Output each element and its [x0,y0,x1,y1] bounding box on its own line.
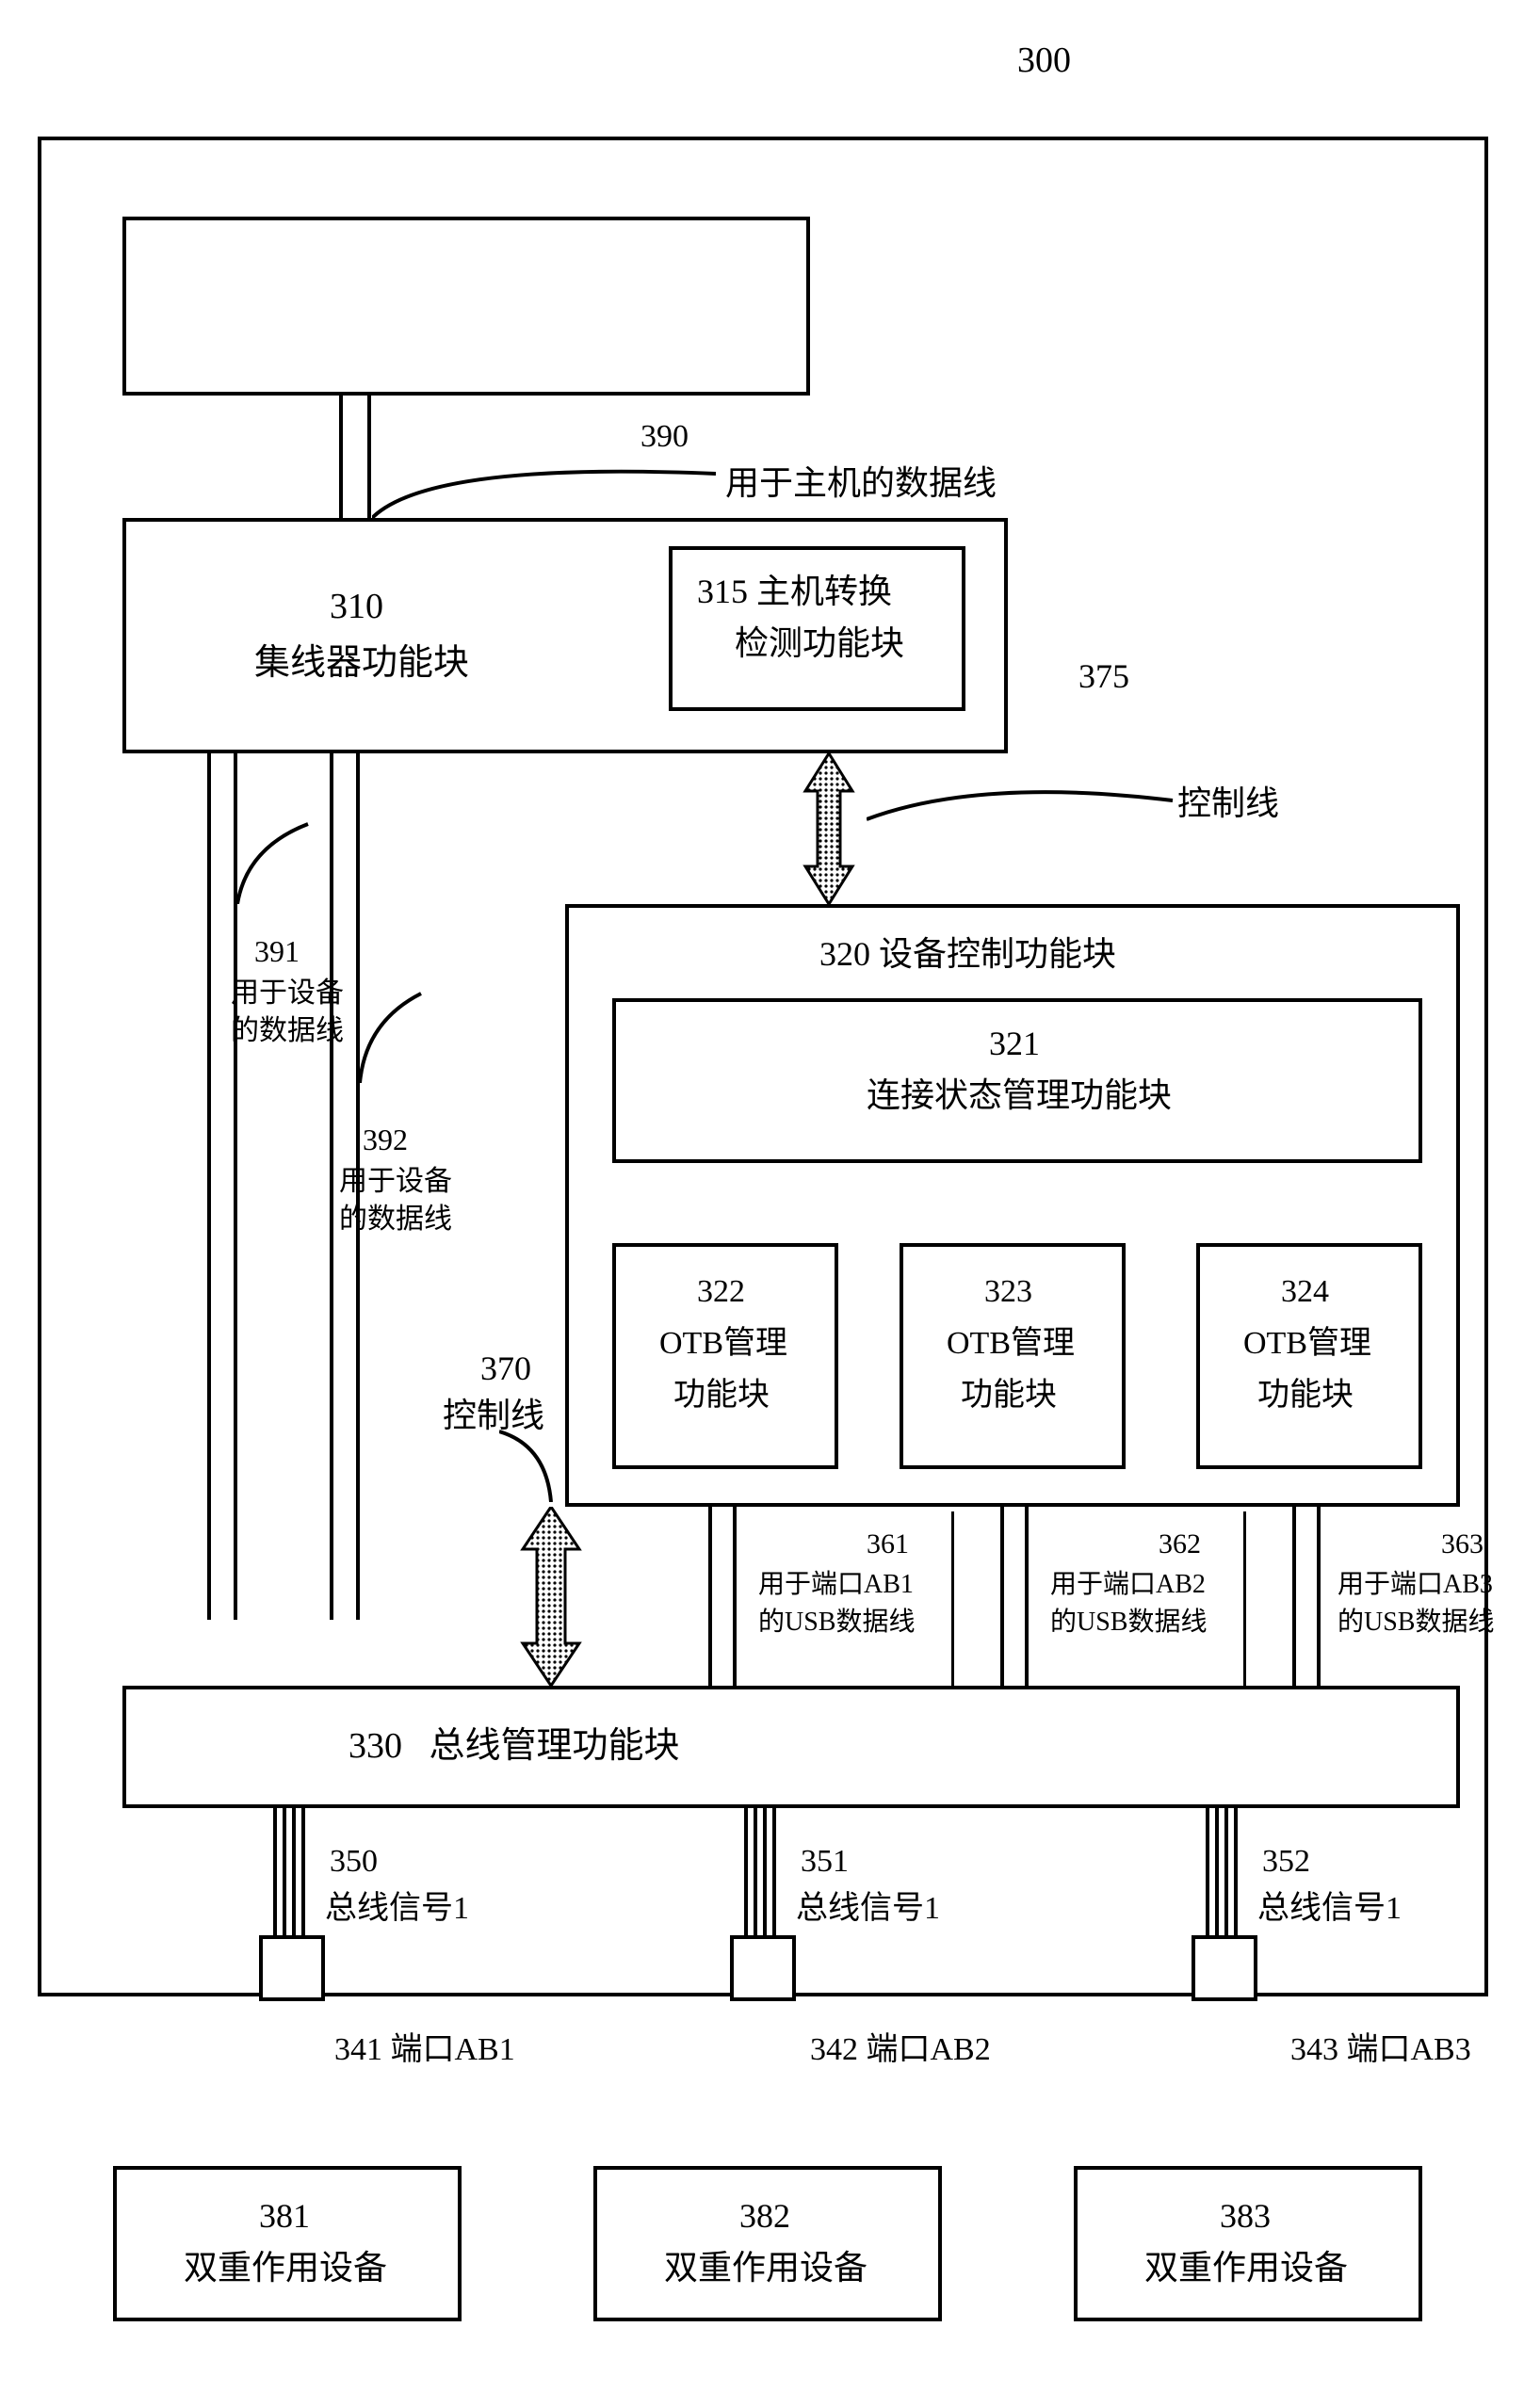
block-382-num: 382 [739,2194,790,2238]
block-310-text: 集线器功能块 [254,640,469,687]
usb-362a [1000,1507,1004,1686]
label-392-num: 392 [363,1121,408,1160]
bus-351 [744,1808,776,1935]
label-370-num: 370 [480,1347,531,1391]
label-362-t1: 用于端口AB2 [1050,1568,1206,1602]
label-363-num: 363 [1441,1526,1483,1562]
label-351-num: 351 [801,1841,849,1883]
block-310-num: 310 [330,584,383,630]
label-351-text: 总线信号1 [796,1888,940,1930]
div-361-362 [951,1511,954,1686]
block-324-t1: OTB管理 [1243,1323,1371,1365]
dev-line-391a [207,753,211,1620]
bus-352 [1206,1808,1238,1935]
block-315-line2: 检测功能块 [735,622,904,666]
callout-375-curve [867,772,1177,829]
block-381-text: 双重作用设备 [184,2246,387,2290]
host-data-line-1 [339,396,343,518]
label-352-num: 352 [1262,1841,1310,1883]
arrow-370 [518,1507,584,1686]
callout-392-curve [360,989,426,1083]
block-382-text: 双重作用设备 [664,2246,867,2290]
callout-390-curve [372,452,721,518]
label-343: 343 端口AB3 [1290,2029,1471,2071]
port-ab3 [1192,1935,1257,2001]
block-324-num: 324 [1281,1271,1329,1313]
label-392-t1: 用于设备 [339,1163,452,1200]
usb-361a [708,1507,712,1686]
label-363-t2: 的USB数据线 [1338,1606,1494,1640]
block-324-t2: 功能块 [1257,1375,1354,1416]
label-350-num: 350 [330,1841,378,1883]
label-352-text: 总线信号1 [1257,1888,1402,1930]
label-363-t1: 用于端口AB3 [1338,1568,1493,1602]
block-330-label: 330 总线管理功能块 [349,1723,680,1770]
label-392-t2: 的数据线 [339,1201,452,1237]
callout-391-curve [237,819,313,904]
label-362-num: 362 [1159,1526,1201,1562]
callout-370-curve [499,1427,556,1502]
host-data-line-2 [367,396,371,518]
top-empty-box [122,217,810,396]
arrow-375 [801,753,857,904]
label-391-t2: 的数据线 [231,1012,344,1049]
port-ab2 [730,1935,796,2001]
block-330 [122,1686,1460,1808]
label-391-t1: 用于设备 [231,975,344,1011]
usb-362b [1025,1507,1029,1686]
block-321-num: 321 [989,1022,1040,1066]
block-381 [113,2166,462,2321]
block-383 [1074,2166,1422,2321]
div-362-363 [1243,1511,1246,1686]
usb-363a [1292,1507,1296,1686]
block-323-num: 323 [984,1271,1032,1313]
label-361-t1: 用于端口AB1 [758,1568,914,1602]
label-361-num: 361 [867,1526,909,1562]
label-342: 342 端口AB2 [810,2029,991,2071]
dev-line-392a [330,753,333,1620]
block-315-line1: 315 主机转换 [697,570,892,614]
block-381-num: 381 [259,2194,310,2238]
block-322-t1: OTB管理 [659,1323,787,1365]
bus-350 [273,1808,305,1935]
block-383-text: 双重作用设备 [1144,2246,1348,2290]
label-375-num: 375 [1078,655,1129,699]
block-383-num: 383 [1220,2194,1271,2238]
label-391-num: 391 [254,932,300,972]
block-382 [593,2166,942,2321]
label-361-t2: 的USB数据线 [758,1606,915,1640]
label-362-t2: 的USB数据线 [1050,1606,1207,1640]
port-ab1 [259,1935,325,2001]
diagram-id-label: 300 [1017,38,1071,84]
label-341: 341 端口AB1 [334,2029,515,2071]
block-323-t1: OTB管理 [947,1323,1075,1365]
block-322-t2: 功能块 [673,1375,770,1416]
block-323-t2: 功能块 [961,1375,1057,1416]
usb-361b [733,1507,737,1686]
label-390-text: 用于主机的数据线 [725,461,997,506]
label-350-text: 总线信号1 [325,1888,469,1930]
label-375-text: 控制线 [1177,782,1279,826]
block-320-label: 320 设备控制功能块 [819,932,1116,977]
block-322-num: 322 [697,1271,745,1313]
usb-363b [1317,1507,1321,1686]
block-321-text: 连接状态管理功能块 [867,1074,1172,1118]
